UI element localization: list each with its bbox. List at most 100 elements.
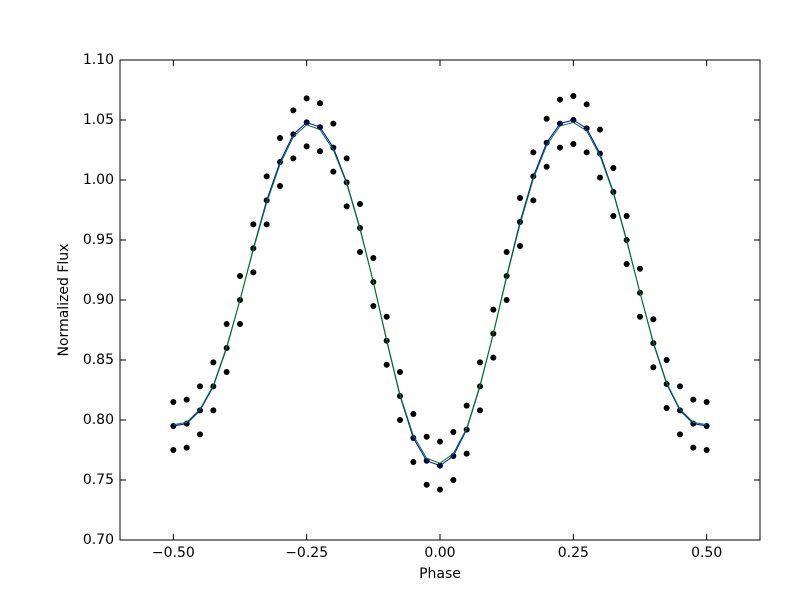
data-point bbox=[703, 447, 710, 453]
data-point bbox=[583, 101, 590, 108]
y-tick-label: 0.85 bbox=[83, 352, 114, 368]
data-point bbox=[237, 273, 243, 279]
x-axis-label: Phase bbox=[419, 566, 461, 582]
data-point bbox=[463, 450, 470, 457]
data-point bbox=[330, 168, 337, 175]
data-point bbox=[490, 354, 497, 361]
data-point bbox=[303, 143, 310, 150]
data-point bbox=[557, 96, 563, 103]
data-point bbox=[357, 201, 363, 207]
data-point bbox=[663, 357, 670, 363]
data-point bbox=[250, 269, 257, 276]
data-point bbox=[197, 431, 203, 438]
model-line bbox=[173, 121, 707, 464]
data-point bbox=[317, 148, 323, 155]
data-point bbox=[210, 359, 217, 366]
data-point bbox=[263, 221, 270, 228]
data-point bbox=[183, 444, 190, 451]
data-point bbox=[210, 407, 217, 414]
data-point bbox=[277, 183, 283, 189]
data-point bbox=[183, 396, 190, 403]
data-point bbox=[223, 321, 230, 327]
data-point bbox=[557, 144, 563, 151]
data-point bbox=[610, 213, 617, 219]
data-point bbox=[170, 399, 177, 405]
data-point bbox=[370, 255, 377, 261]
y-axis-label: Normalized Flux bbox=[56, 244, 72, 357]
data-point bbox=[543, 115, 550, 122]
x-tick-label: 0.25 bbox=[558, 545, 589, 561]
data-point bbox=[423, 481, 430, 488]
data-point bbox=[343, 155, 350, 162]
data-point bbox=[397, 369, 403, 375]
data-point bbox=[370, 303, 377, 309]
data-point bbox=[530, 197, 537, 204]
data-point bbox=[517, 195, 523, 201]
data-point bbox=[437, 486, 443, 493]
data-point bbox=[437, 438, 443, 445]
data-point bbox=[503, 297, 510, 303]
data-point bbox=[597, 126, 603, 133]
data-point bbox=[690, 444, 697, 451]
data-point bbox=[477, 407, 483, 414]
data-point bbox=[570, 93, 577, 99]
data-point bbox=[450, 429, 457, 435]
data-point bbox=[490, 306, 497, 313]
data-point bbox=[677, 383, 683, 390]
data-point bbox=[223, 369, 230, 375]
data-point bbox=[197, 383, 203, 390]
data-point bbox=[650, 364, 657, 371]
data-point bbox=[623, 261, 630, 267]
y-tick-label: 0.75 bbox=[83, 472, 114, 488]
data-point bbox=[477, 359, 483, 366]
y-tick-label: 0.90 bbox=[83, 292, 114, 308]
data-point bbox=[303, 95, 310, 102]
data-point bbox=[277, 135, 283, 141]
data-point bbox=[383, 313, 390, 320]
data-point bbox=[290, 107, 297, 114]
data-point bbox=[450, 477, 457, 483]
data-point bbox=[637, 265, 643, 272]
data-point bbox=[250, 221, 257, 228]
data-point bbox=[703, 399, 710, 405]
y-tick-label: 1.10 bbox=[83, 52, 114, 68]
data-point bbox=[343, 203, 350, 210]
data-point bbox=[610, 165, 617, 171]
data-point bbox=[170, 447, 177, 453]
x-tick-label: 0.50 bbox=[691, 545, 722, 561]
data-point bbox=[570, 141, 577, 147]
data-point bbox=[263, 173, 270, 180]
data-point bbox=[503, 249, 510, 255]
data-point bbox=[290, 155, 297, 162]
data-point bbox=[517, 243, 523, 249]
data-point bbox=[650, 316, 657, 323]
data-point bbox=[423, 433, 430, 440]
data-point bbox=[237, 321, 243, 327]
data-point bbox=[383, 361, 390, 368]
data-point bbox=[663, 405, 670, 411]
y-tick-label: 0.70 bbox=[83, 532, 114, 548]
data-point bbox=[330, 120, 337, 127]
x-tick-label: −0.50 bbox=[152, 545, 195, 561]
data-point bbox=[677, 431, 683, 438]
data-point bbox=[397, 417, 403, 423]
data-point bbox=[410, 459, 417, 465]
data-point bbox=[530, 149, 537, 156]
x-tick-label: −0.25 bbox=[285, 545, 328, 561]
y-tick-label: 1.05 bbox=[83, 112, 114, 128]
data-point bbox=[317, 100, 323, 107]
data-point bbox=[463, 402, 470, 409]
y-tick-label: 0.95 bbox=[83, 232, 114, 248]
x-tick-label: 0.00 bbox=[424, 545, 455, 561]
data-point bbox=[637, 313, 643, 320]
y-tick-label: 1.00 bbox=[83, 172, 114, 188]
y-tick-label: 0.80 bbox=[83, 412, 114, 428]
data-point bbox=[690, 396, 697, 403]
data-point bbox=[357, 249, 363, 255]
data-point bbox=[623, 213, 630, 219]
data-point bbox=[597, 174, 603, 181]
data-point bbox=[410, 411, 417, 417]
data-point bbox=[583, 149, 590, 156]
